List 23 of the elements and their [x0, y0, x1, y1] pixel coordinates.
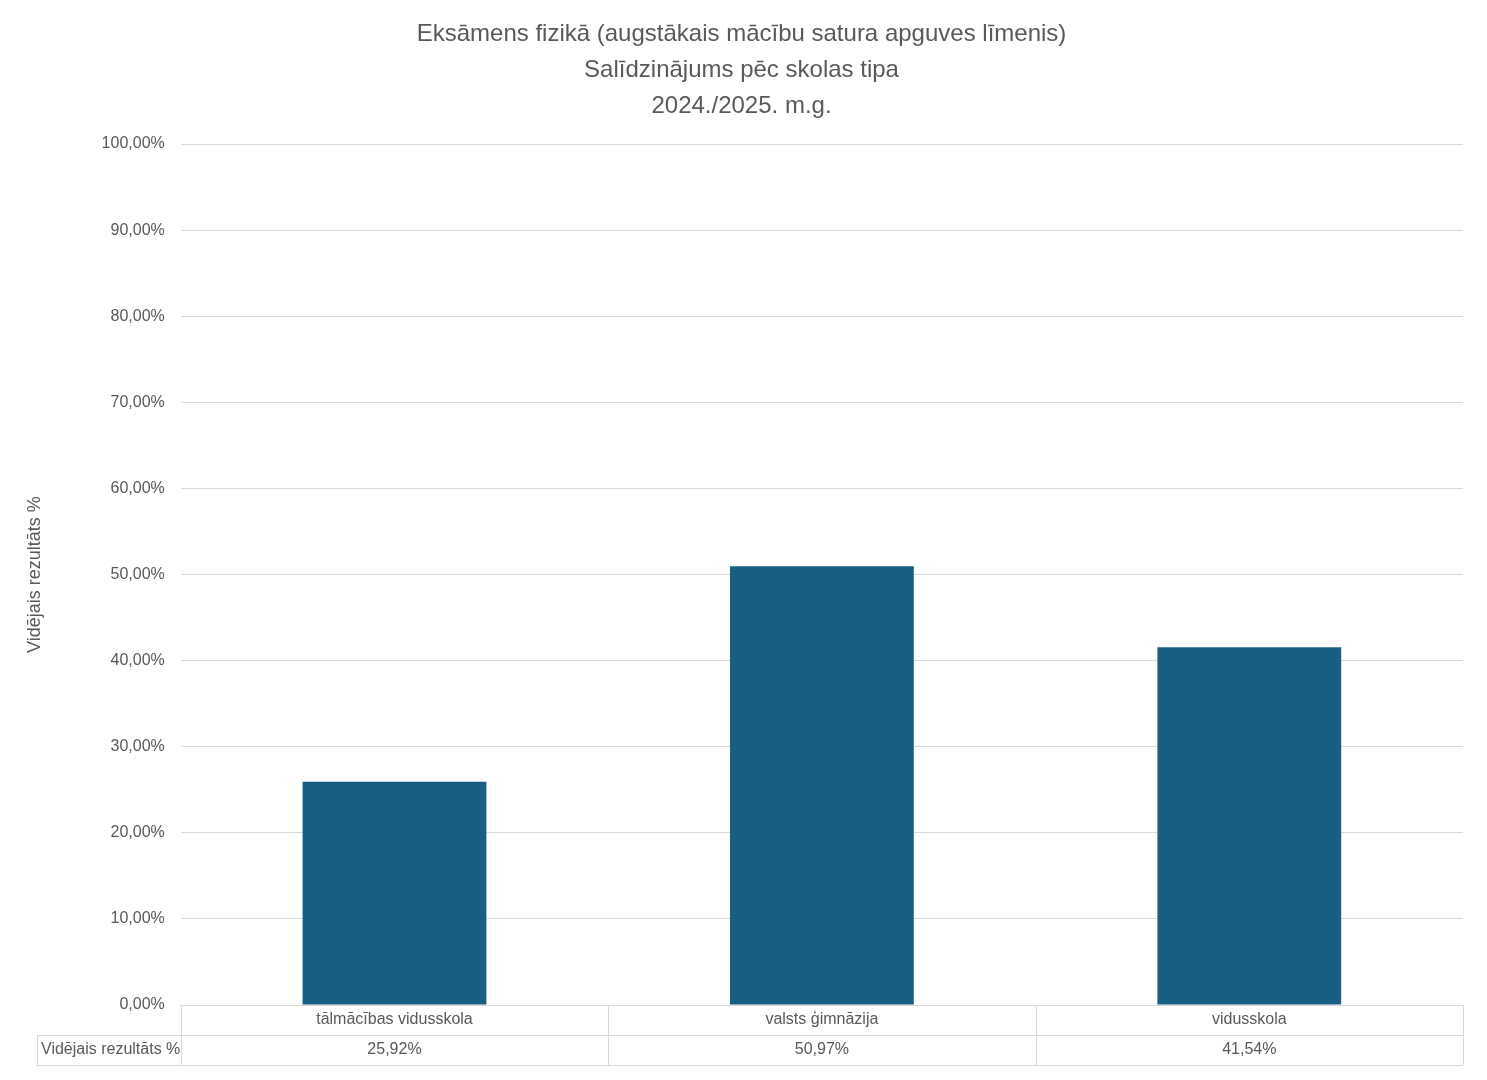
y-tick-label: 50,00% [110, 564, 165, 582]
y-tick-label: 40,00% [110, 651, 165, 669]
y-tick-label: 80,00% [110, 306, 165, 324]
y-tick-label: 0,00% [119, 995, 165, 1013]
text: 41,54% [1222, 1040, 1277, 1058]
bar [302, 781, 487, 1005]
bar [729, 566, 914, 1005]
text: 50,97% [794, 1040, 850, 1058]
y-axis-title: Vidējais rezultāts % [23, 496, 44, 653]
y-tick-label: 100,00% [101, 134, 165, 152]
x-tick-label: vidusskola [1211, 1010, 1287, 1028]
x-tick-label: valsts ģimnāzija [765, 1010, 879, 1028]
text: 25,92% [367, 1040, 422, 1058]
y-tick-label: 90,00% [110, 220, 165, 238]
y-tick-label: 70,00% [110, 392, 165, 410]
chart-title: Eksāmens fizikā (augstākais mācību satura apguves līmenis) Salīdzinājums pēc skolas tipa 2024./2025. m.g. [416, 18, 1067, 118]
y-tick-label: 30,00% [110, 737, 165, 755]
y-tick-label: 60,00% [110, 478, 165, 496]
y-tick-label: 20,00% [110, 823, 165, 841]
text: Vidējais rezultāts % [41, 1040, 181, 1058]
bar [1157, 647, 1342, 1005]
x-tick-label: tālmācības vidusskola [316, 1010, 473, 1028]
y-tick-label: 10,00% [110, 909, 165, 927]
